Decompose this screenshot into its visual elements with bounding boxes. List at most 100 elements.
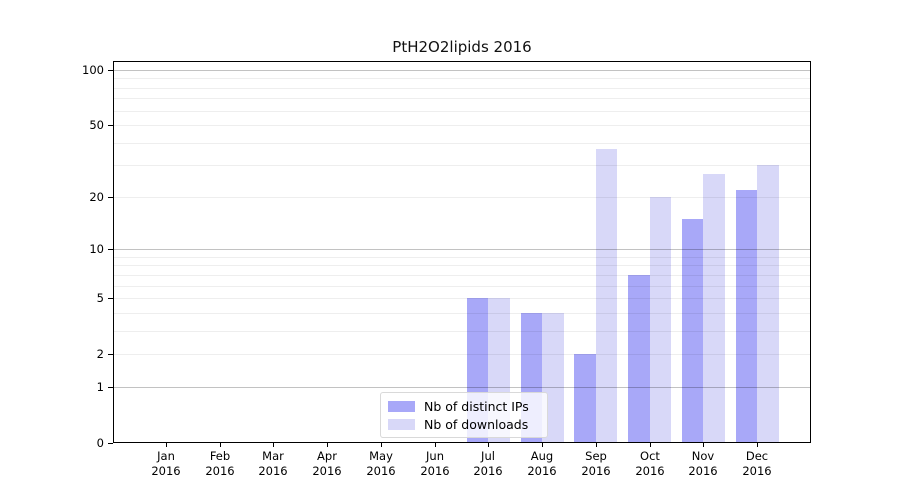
x-tick-mark (220, 443, 221, 447)
y-tick-label: 20 (89, 190, 104, 204)
y-tick-mark (108, 125, 113, 126)
y-tick-label: 100 (82, 63, 104, 77)
y-tick-label: 10 (89, 242, 104, 256)
x-tick-year: 2016 (635, 464, 665, 478)
gridline-minor (114, 265, 810, 266)
x-tick-year: 2016 (527, 464, 557, 478)
bar-distinct-ips (681, 218, 704, 443)
y-tick-label: 1 (96, 380, 104, 394)
gridline-minor (114, 125, 810, 126)
x-tick-month: Aug (530, 449, 554, 463)
bar-distinct-ips (574, 354, 596, 443)
legend-swatch-distinct-ips (388, 400, 415, 412)
gridline-minor (114, 165, 810, 166)
x-tick-mark (273, 443, 274, 447)
y-tick-label: 0 (96, 436, 104, 450)
gridline-minor (114, 143, 810, 144)
x-tick-year: 2016 (151, 464, 181, 478)
y-tick-mark (108, 70, 113, 71)
y-tick-mark (108, 249, 113, 250)
x-tick-mark (542, 443, 543, 447)
x-tick-year: 2016 (366, 464, 396, 478)
gridline-major (114, 249, 810, 250)
bar-distinct-ips (735, 189, 757, 443)
x-tick-label: Jul 2016 (460, 449, 516, 479)
legend: Nb of distinct IPs Nb of downloads (380, 392, 548, 438)
y-tick-mark (108, 354, 113, 355)
x-tick-month: Nov (691, 449, 715, 463)
gridline-minor (114, 98, 810, 99)
bar-downloads (703, 173, 725, 443)
x-tick-label: Oct 2016 (622, 449, 678, 479)
x-tick-mark (703, 443, 704, 447)
legend-entry-downloads: Nb of downloads (381, 417, 547, 432)
x-tick-month: May (369, 449, 393, 463)
x-tick-month: Jan (157, 449, 175, 463)
x-tick-month: Jun (426, 449, 444, 463)
x-tick-mark (650, 443, 651, 447)
x-tick-year: 2016 (581, 464, 611, 478)
gridline-major (114, 70, 810, 71)
x-tick-month: Oct (640, 449, 660, 463)
gridline-minor (114, 354, 810, 355)
gridline-major (114, 387, 810, 388)
bar-downloads (595, 149, 618, 443)
chart-title: PtH2O2lipids 2016 (392, 38, 532, 56)
x-tick-year: 2016 (473, 464, 503, 478)
y-tick-label: 50 (89, 118, 104, 132)
x-tick-label: Aug 2016 (514, 449, 570, 479)
legend-entry-distinct-ips: Nb of distinct IPs (381, 399, 547, 414)
x-tick-mark (327, 443, 328, 447)
gridline-minor (114, 78, 810, 79)
gridline-minor (114, 313, 810, 314)
x-tick-label: Jun 2016 (407, 449, 463, 479)
y-tick-mark (108, 298, 113, 299)
x-tick-month: Jul (481, 449, 495, 463)
x-tick-label: Dec 2016 (729, 449, 785, 479)
x-tick-label: Sep 2016 (568, 449, 624, 479)
gridline-minor (114, 298, 810, 299)
bar-downloads (649, 196, 672, 443)
bar-downloads (757, 165, 779, 443)
x-tick-mark (596, 443, 597, 447)
x-tick-label: Apr 2016 (299, 449, 355, 479)
y-tick-label: 2 (96, 347, 104, 361)
gridline-minor (114, 275, 810, 276)
x-tick-month: Sep (585, 449, 607, 463)
y-tick-mark (108, 443, 113, 444)
gridline-minor (114, 286, 810, 287)
x-tick-year: 2016 (688, 464, 718, 478)
legend-label-distinct-ips: Nb of distinct IPs (424, 398, 529, 414)
x-tick-label: Mar 2016 (245, 449, 301, 479)
legend-label-downloads: Nb of downloads (424, 416, 529, 432)
x-tick-year: 2016 (742, 464, 772, 478)
x-tick-label: Jan 2016 (138, 449, 194, 479)
x-tick-month: Feb (209, 449, 231, 463)
bar-distinct-ips (628, 274, 650, 443)
x-tick-month: Apr (317, 449, 337, 463)
x-tick-year: 2016 (312, 464, 342, 478)
gridline-minor (114, 88, 810, 89)
x-tick-label: Nov 2016 (675, 449, 731, 479)
x-tick-year: 2016 (420, 464, 450, 478)
x-tick-year: 2016 (205, 464, 235, 478)
y-tick-label: 5 (96, 291, 104, 305)
legend-swatch-downloads (388, 418, 415, 430)
x-tick-label: Feb 2016 (192, 449, 248, 479)
gridline-minor (114, 197, 810, 198)
y-tick-mark (108, 197, 113, 198)
x-tick-mark (381, 443, 382, 447)
x-tick-mark (166, 443, 167, 447)
gridline-minor (114, 111, 810, 112)
x-tick-year: 2016 (258, 464, 288, 478)
x-tick-mark (435, 443, 436, 447)
gridline-minor (114, 331, 810, 332)
y-tick-mark (108, 387, 113, 388)
x-tick-month: Dec (745, 449, 769, 463)
gridline-minor (114, 257, 810, 258)
x-tick-mark (488, 443, 489, 447)
x-tick-label: May 2016 (353, 449, 409, 479)
x-tick-month: Mar (262, 449, 284, 463)
x-tick-mark (757, 443, 758, 447)
